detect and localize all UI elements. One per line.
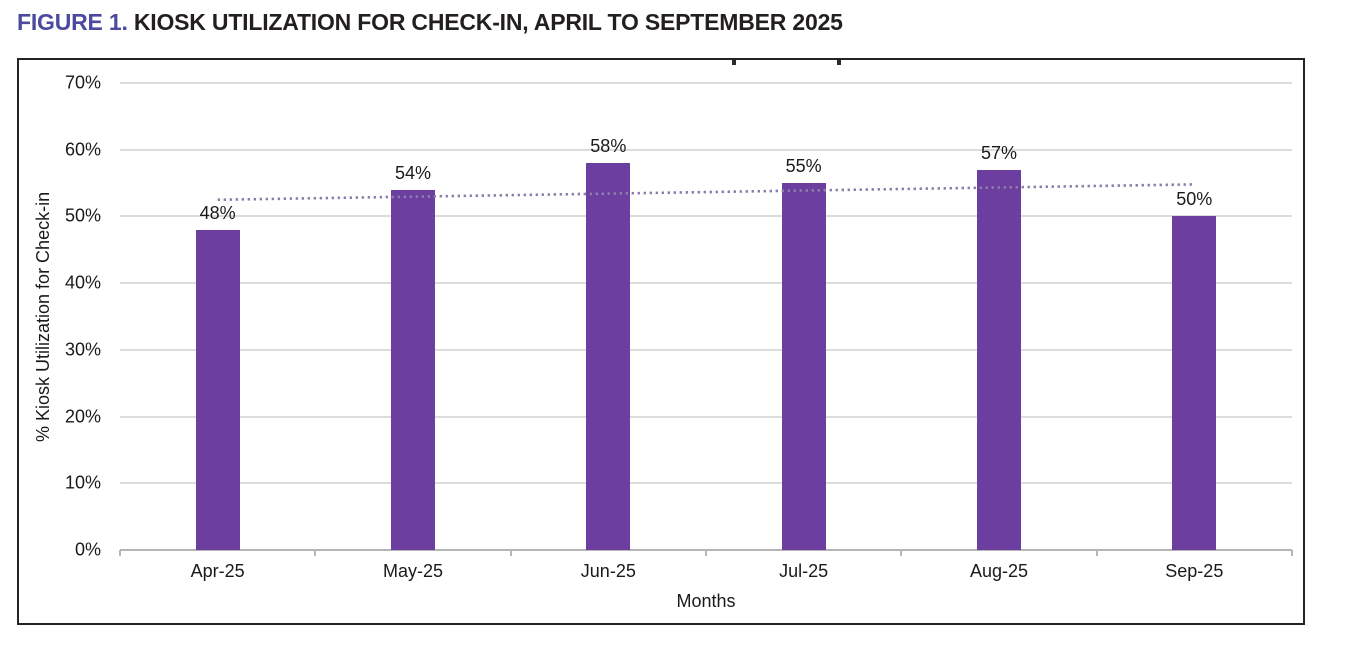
y-axis-tick-labels: 0% 10% 20% 30% 40% 50% 60% 70% [53,73,107,560]
x-tick-label: Apr-25 [190,561,245,581]
figure-number-label: FIGURE 1. [17,9,128,35]
x-tick-label: Jul-25 [779,561,829,581]
axis-tick [705,550,707,556]
x-tick-label: Sep-25 [1165,561,1224,581]
y-tick-label: 0% [74,539,101,560]
axis-tick [509,550,512,556]
gridline [120,415,1292,418]
gridline [120,215,1292,218]
x-tick-label: Jun-25 [580,561,636,581]
gridline [120,482,1292,485]
bar [195,229,240,550]
gridline [120,282,1292,285]
bar-series: 48% 54% 58% 55% 57% 50% [120,83,1292,550]
gridline [120,148,1292,151]
category-slot: 58% [511,83,706,550]
category-slot: 48% [120,83,315,550]
axis-tick [900,550,903,556]
x-tick-label: May-25 [382,561,443,581]
figure-title-text: KIOSK UTILIZATION FOR CHECK-IN, APRIL TO… [133,9,843,35]
gridline [120,348,1292,351]
y-tick-label: 30% [64,339,101,360]
trendline [217,183,1195,202]
trendline-path [217,183,1195,202]
y-tick-label: 10% [64,472,101,493]
bar [1172,216,1217,550]
bar-value-label: 50% [1176,189,1213,210]
clipped-chart-title-fragment [732,60,736,65]
plot-area: 48% 54% 58% 55% 57% 50% [119,82,1293,556]
category-slot: 50% [1097,83,1292,550]
y-tick-label: 70% [64,72,101,93]
gridline [120,82,1292,84]
category-slot: 55% [706,83,901,550]
axis-tick [1291,550,1293,556]
bar-value-label: 55% [785,156,822,177]
category-slot: 54% [315,83,510,550]
bar [586,163,631,550]
y-tick-label: 20% [64,406,101,427]
y-tick-label: 40% [64,272,101,293]
x-tick-label: Aug-25 [969,561,1028,581]
bar [781,183,826,550]
bar-value-label: 48% [199,202,236,223]
figure-title: FIGURE 1. KIOSK UTILIZATION FOR CHECK-IN… [17,9,843,36]
bar-value-label: 54% [394,162,431,183]
x-axis-tick-labels: Apr-25 May-25 Jun-25 Jul-25 Aug-25 Sep-25 [120,561,1292,582]
bar-value-label: 57% [980,142,1017,163]
axis-tick [314,550,317,556]
chart-container: % Kiosk Utilization for Check-in 0% 10% 20… [17,58,1305,625]
clipped-chart-title-fragment [837,60,841,65]
axis-tick [1095,550,1098,556]
y-tick-label: 60% [64,139,101,160]
y-axis-title: % Kiosk Utilization for Check-in [33,191,53,442]
category-slot: 57% [901,83,1096,550]
y-tick-label: 50% [64,205,101,226]
bar [976,169,1021,550]
bar [390,189,435,550]
axis-tick [119,550,121,556]
bar-value-label: 58% [590,136,627,157]
x-axis-title: Months [676,591,736,611]
